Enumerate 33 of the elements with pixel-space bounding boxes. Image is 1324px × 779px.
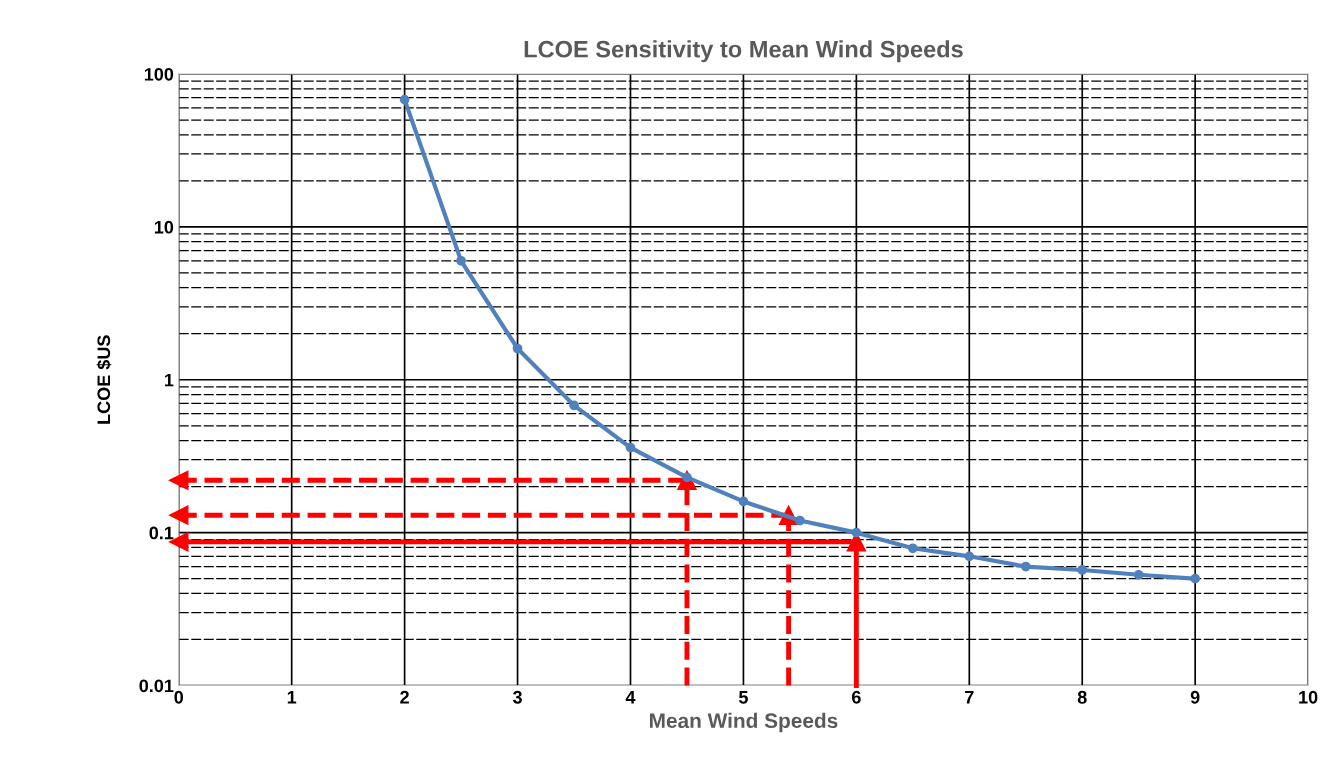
x-tick-label: 10 bbox=[1299, 690, 1318, 704]
x-tick-label: 0 bbox=[174, 690, 184, 704]
point bbox=[1077, 565, 1088, 575]
point bbox=[738, 496, 749, 507]
point bbox=[795, 515, 805, 526]
point bbox=[1133, 569, 1144, 580]
y-tick-label: 100 bbox=[144, 67, 174, 81]
x-tick-label: 4 bbox=[625, 691, 636, 704]
point bbox=[625, 442, 636, 453]
x-tick-label: 3 bbox=[512, 690, 522, 704]
x-tick-label: 9 bbox=[1190, 690, 1200, 704]
point bbox=[456, 255, 466, 266]
point bbox=[1190, 573, 1201, 584]
point bbox=[1020, 561, 1031, 572]
x-tick-label: 7 bbox=[965, 691, 974, 704]
x-tick-label: 6 bbox=[852, 690, 861, 704]
point bbox=[851, 527, 862, 538]
point bbox=[569, 400, 579, 411]
x-tick-label: 2 bbox=[400, 690, 409, 704]
point bbox=[907, 543, 918, 554]
y-tick-label: 0.1 bbox=[149, 526, 174, 540]
point bbox=[964, 551, 975, 562]
x-tick-label: 1 bbox=[287, 691, 297, 704]
x-axis-title: Mean Wind Speeds bbox=[650, 712, 838, 733]
point bbox=[399, 94, 410, 105]
chart-title: LCOE Sensitivity to Mean Wind Speeds bbox=[524, 40, 963, 63]
y-tick-label: 0.01 bbox=[139, 679, 174, 693]
y-tick-label: 1 bbox=[164, 373, 174, 387]
x-tick-label: 5 bbox=[738, 691, 748, 704]
point bbox=[512, 343, 523, 354]
y-axis-title: LCOE $US bbox=[96, 335, 112, 424]
y-tick-label: 10 bbox=[154, 220, 174, 234]
x-tick-label: 8 bbox=[1077, 690, 1087, 704]
